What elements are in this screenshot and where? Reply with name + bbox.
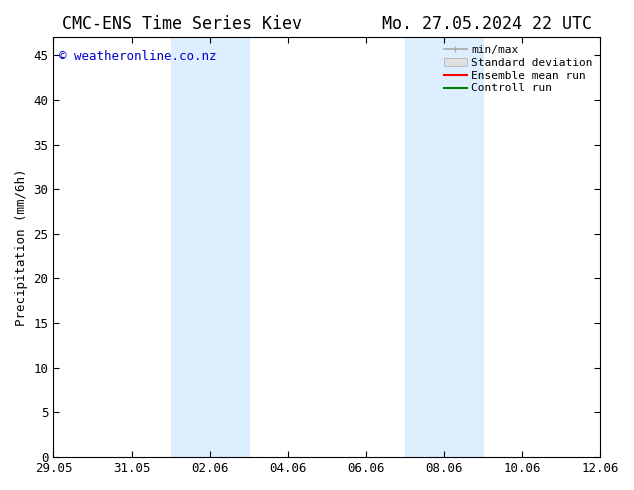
Title: CMC-ENS Time Series Kiev        Mo. 27.05.2024 22 UTC: CMC-ENS Time Series Kiev Mo. 27.05.2024 …	[62, 15, 592, 33]
Legend: min/max, Standard deviation, Ensemble mean run, Controll run: min/max, Standard deviation, Ensemble me…	[442, 43, 595, 96]
Bar	[405, 37, 483, 457]
Bar	[171, 37, 249, 457]
Text: © weatheronline.co.nz: © weatheronline.co.nz	[59, 50, 216, 63]
Y-axis label: Precipitation (mm/6h): Precipitation (mm/6h)	[15, 169, 28, 326]
